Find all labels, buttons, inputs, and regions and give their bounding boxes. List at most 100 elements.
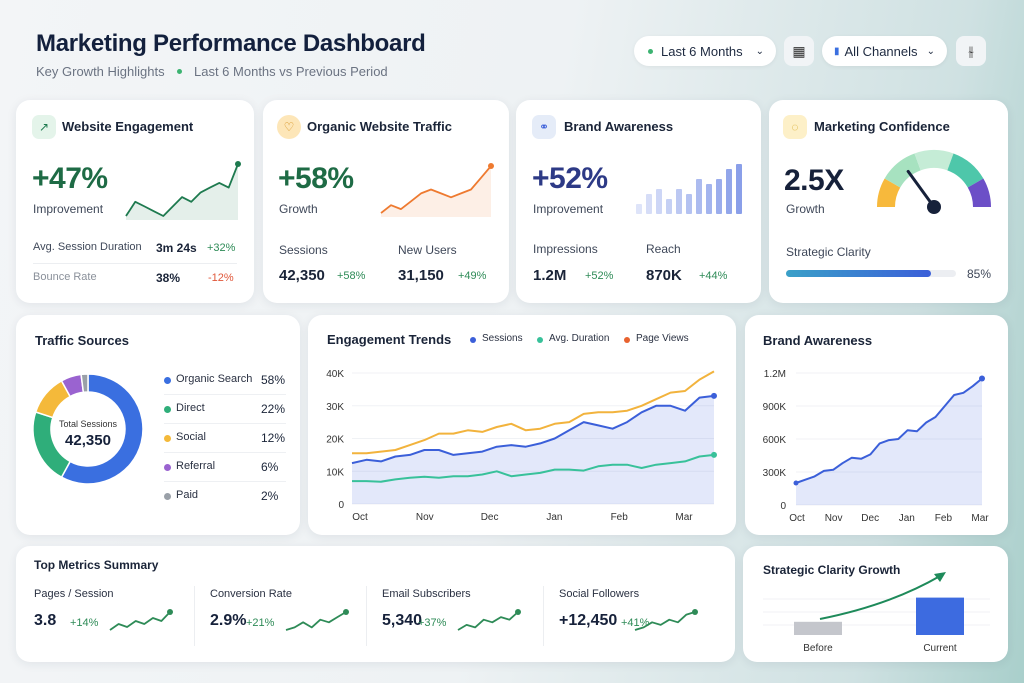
period-label: Last 6 Months [661,43,743,59]
card-title: Traffic Sources [35,333,129,348]
metric-sparkline [109,609,173,631]
row-change: -12% [208,272,234,284]
legend-dot [470,337,476,343]
metric-value: +12,450 [559,612,618,629]
value-area [796,378,982,505]
brand-spark-bar [686,194,692,214]
legend-dot [624,337,630,343]
brand-spark-bar [656,189,662,214]
legend-label: Avg. Duration [549,333,610,344]
chevron-down-icon: ⌄ [926,45,935,57]
organic-traffic-card: ♡ Organic Website Traffic +58% Growth Se… [263,100,509,303]
status-dot [648,48,653,54]
legend-label: Sessions [482,333,523,344]
avg-duration-endpoint [711,451,717,458]
row-label: Avg. Session Duration [33,241,142,253]
kpi-label: Growth [279,202,318,216]
y-tick-label: 0 [780,501,786,512]
card-title: Brand Awareness [564,119,674,134]
row-value: 3m 24s [156,241,197,255]
engagement-spark-area [126,164,238,220]
metric-spark-endpoint [167,609,173,615]
traffic-sparkline [380,163,494,217]
y-tick-label: 10K [326,467,344,478]
kpi-value: +52% [532,162,608,195]
legend-dot [164,377,171,384]
brand-spark-bar [726,169,732,214]
bar-current [916,597,964,635]
page-views-line [352,370,715,455]
brand-spark-bar [666,199,672,214]
metric-label: Social Followers [559,588,640,600]
x-tick-label: Nov [825,513,843,524]
divider [543,586,544,646]
sessions-line [351,394,715,465]
arrow-head-icon [934,572,946,582]
y-tick-label: 300K [763,468,787,479]
x-tick-label: Oct [789,513,805,524]
x-tick-label: Jan [899,513,915,524]
sessions-endpoint [711,392,717,399]
legend-label: Direct [176,402,205,414]
y-tick-label: 0 [338,500,344,511]
value-endpoint [979,375,985,382]
row-change: +32% [207,242,236,254]
traffic-spark-line [380,165,492,214]
brand-bar-sparkline [636,164,742,214]
clarity-value: 85% [967,267,992,281]
gauge-segment [967,178,991,208]
legend-value: 12% [261,431,286,445]
trend-icon: ↗ [32,115,56,139]
heart-icon: ♡ [277,115,301,139]
legend-dot [164,435,171,442]
card-title: Website Engagement [62,119,194,134]
y-tick-label: 1.2M [764,369,786,380]
period-dropdown[interactable]: Last 6 Months ⌄ [634,36,776,66]
metric-label: Email Subscribers [382,588,471,600]
calendar-button[interactable]: ▦ [784,36,814,66]
chart-title: Strategic Clarity Growth [763,563,901,577]
legend-label: Social [176,431,206,443]
x-tick-label: Before [803,643,833,654]
gauge-hub [927,200,941,214]
brand-spark-bar [736,164,742,214]
y-tick-label: 600K [763,435,787,446]
engagement-spark-line [125,163,239,217]
card-title: Marketing Confidence [814,119,950,134]
donut-slice-organic-search [60,373,144,485]
metric-sparkline [457,609,521,631]
link-icon: ⚭ [532,115,556,139]
gauge-segment [884,153,922,188]
page-title: Marketing Performance Dashboard [36,30,426,57]
x-tick-label: Jan [546,512,562,523]
kpi-value: +58% [278,162,354,195]
legend-value: 6% [261,460,279,474]
filter-button[interactable]: ⫳ [956,36,986,66]
kpi-value: 2.5X [784,164,844,197]
legend-value: 58% [261,373,286,387]
stat-change: +52% [585,270,614,282]
stat-label: Impressions [533,242,598,256]
brand-spark-bar [716,179,722,214]
calendar-icon: ▦ [792,42,806,59]
stat-value: 42,350 [279,267,325,284]
growth-arrow [819,575,941,620]
engagement-trends-card: Engagement Trends Sessions Avg. Duration P… [308,315,736,535]
divider [164,394,286,395]
channels-dropdown[interactable]: ▮ All Channels ⌄ [822,36,947,66]
period-note: Last 6 Months vs Previous Period [194,64,388,79]
chevron-down-icon: ⌄ [755,45,764,57]
metric-spark-endpoint [692,609,698,615]
metric-sparkline [285,609,349,631]
divider [164,452,286,453]
engagement-sparkline [125,161,241,220]
brand-spark-bar [706,184,712,214]
x-tick-label: Feb [611,512,629,523]
metric-value: 5,340 [382,612,423,629]
value-line [795,377,983,484]
stat-label: Sessions [279,243,328,257]
gauge-needle [906,169,936,209]
stat-value: 1.2M [533,267,567,284]
